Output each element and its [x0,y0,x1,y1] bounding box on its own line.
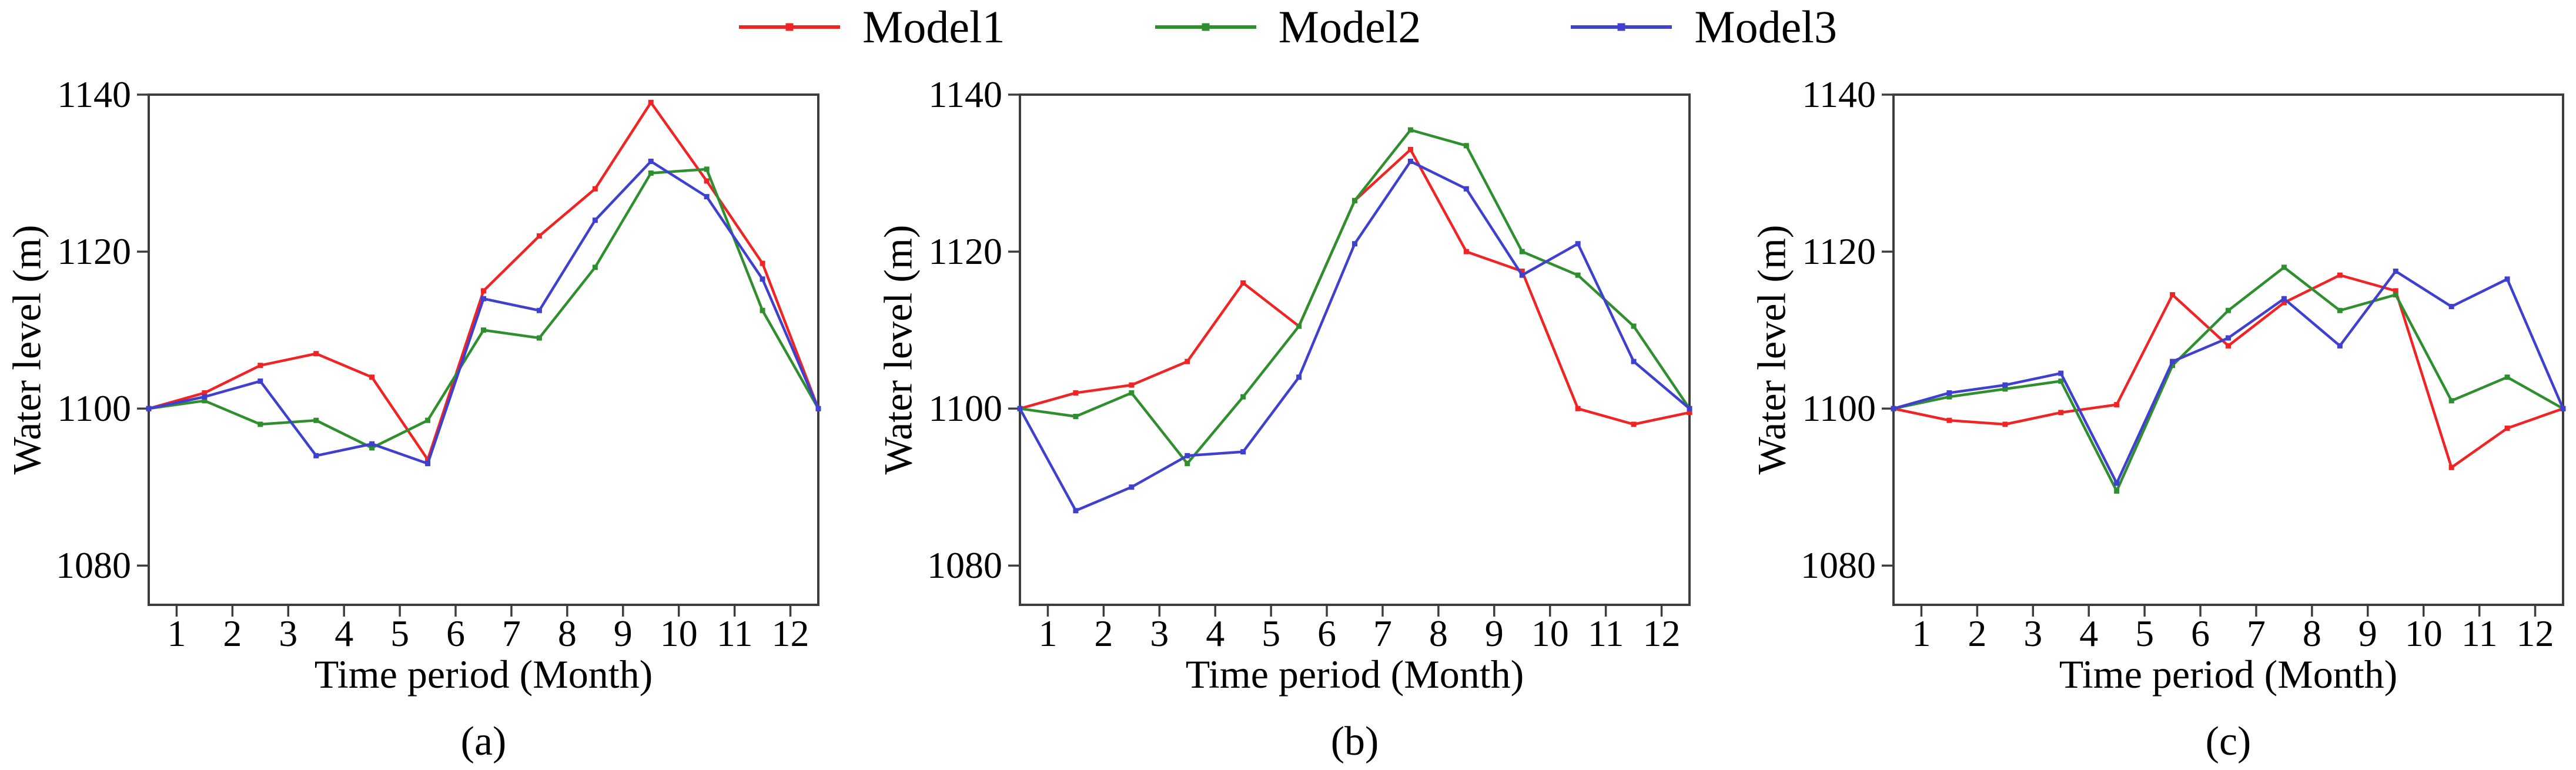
model1-marker-icon [785,23,794,31]
x-axis-label-a: Time period (Month) [314,652,653,697]
x-axis-label-b: Time period (Month) [1185,652,1524,697]
x-tick-label: 9 [2358,612,2377,654]
chart-legend: Model1 Model2 Model3 [0,0,2576,54]
caption-a: (a) [460,719,507,764]
y-tick-label: 1080 [56,544,131,587]
x-tick-label: 8 [557,612,577,654]
y-tick-label: 1080 [927,544,1002,587]
x-tick-label: 10 [660,612,698,654]
x-tick-label: 9 [613,612,633,654]
y-tick-label: 1120 [1802,230,1876,273]
model1-line-swatch [739,23,841,31]
x-tick-label: 10 [1531,612,1569,654]
x-tick-label: 12 [2516,612,2554,654]
x-tick-label: 8 [1428,612,1448,654]
legend-item-model3: Model3 [1571,4,1837,50]
x-tick-label: 5 [1262,612,1281,654]
x-tick-label: 3 [2023,612,2043,654]
x-tick-label: 12 [771,612,809,654]
legend-label-model2: Model2 [1278,1,1421,52]
x-tick-label: 12 [1642,612,1681,654]
x-tick-label: 4 [334,612,354,654]
legend-item-model1: Model1 [739,4,1005,50]
legend-label-model3: Model3 [1694,1,1837,52]
x-tick-label: 6 [446,612,466,654]
model3-marker-icon [1617,23,1625,31]
y-tick-label: 1080 [1801,544,1876,587]
y-tick-label: 1120 [928,230,1002,273]
x-tick-label: 4 [1206,612,1225,654]
x-tick-label: 10 [2404,612,2443,654]
y-tick-label: 1140 [1802,73,1876,115]
x-tick-label: 7 [2246,612,2266,654]
x-tick-label: 1 [167,612,186,654]
x-tick-label: 6 [1317,612,1337,654]
x-tick-label: 11 [1587,612,1624,654]
x-tick-label: 1 [1038,612,1058,654]
y-tick-label: 1140 [57,73,131,115]
y-tick-label: 1140 [928,73,1002,115]
y-tick-label: 1100 [57,387,131,430]
caption-b: (b) [1330,719,1379,764]
x-tick-label: 5 [2135,612,2155,654]
caption-c: (c) [2205,719,2252,764]
x-tick-label: 9 [1484,612,1504,654]
y-tick-label: 1100 [1802,387,1876,430]
x-tick-label: 1 [1912,612,1931,654]
x-tick-label: 4 [2079,612,2099,654]
x-tick-label: 8 [2302,612,2321,654]
legend-item-model2: Model2 [1155,4,1421,50]
x-tick-label: 3 [279,612,298,654]
x-tick-label: 6 [2191,612,2210,654]
legend-label-model1: Model1 [862,1,1005,52]
model3-line-swatch [1571,23,1672,31]
x-tick-label: 7 [1373,612,1392,654]
model2-line-swatch [1155,23,1256,31]
x-tick-label: 2 [1968,612,1987,654]
x-tick-label: 5 [390,612,410,654]
y-tick-label: 1100 [928,387,1002,430]
x-tick-label: 2 [1094,612,1113,654]
x-tick-label: 7 [501,612,521,654]
x-axis-label-c: Time period (Month) [2059,652,2398,697]
x-tick-label: 11 [2461,612,2498,654]
x-tick-label: 3 [1150,612,1169,654]
x-tick-label: 11 [716,612,753,654]
y-tick-label: 1120 [57,230,131,273]
x-tick-label: 2 [223,612,242,654]
model2-marker-icon [1202,23,1210,31]
